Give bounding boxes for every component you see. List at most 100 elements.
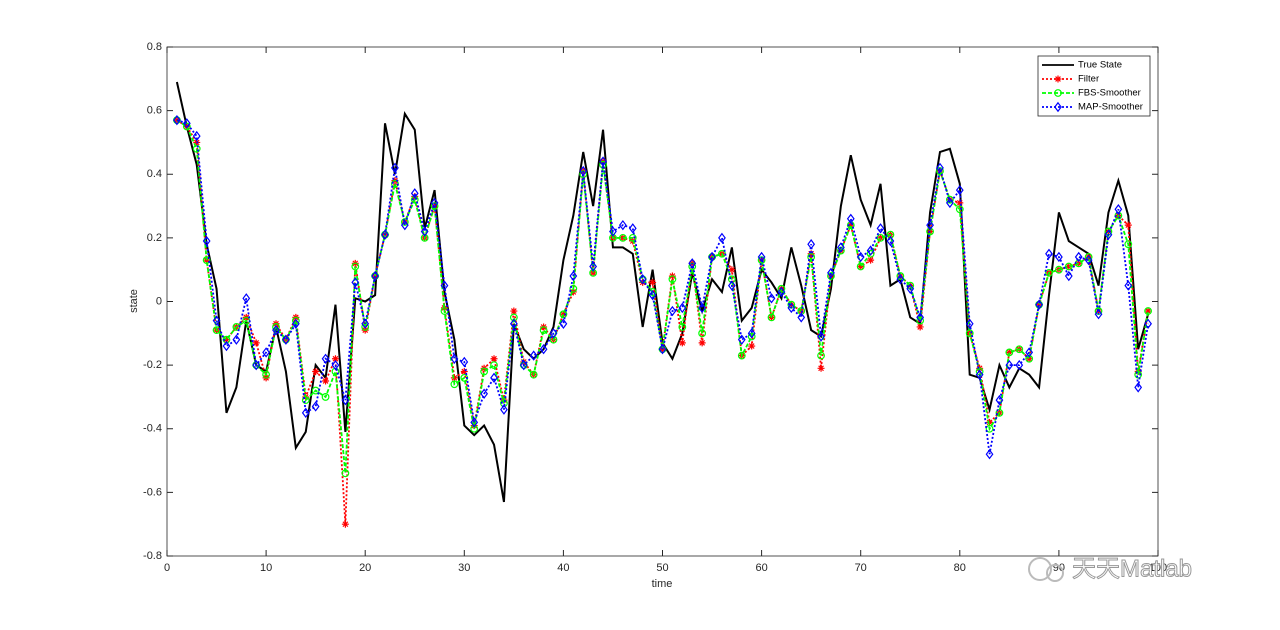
data-marker	[737, 351, 746, 360]
y-tick-label: -0.8	[143, 550, 162, 562]
data-marker	[559, 310, 567, 318]
data-marker	[856, 251, 865, 263]
data-marker	[1005, 359, 1014, 371]
data-marker	[936, 162, 944, 174]
legend-marker	[1054, 89, 1062, 97]
data-marker	[668, 305, 677, 317]
data-marker	[638, 274, 647, 285]
data-marker	[569, 270, 578, 282]
data-marker	[867, 256, 875, 264]
data-marker	[727, 280, 736, 291]
data-marker	[1124, 240, 1133, 249]
data-marker	[282, 334, 290, 345]
y-tick-label: 0.6	[147, 105, 162, 117]
data-marker	[321, 353, 330, 364]
data-marker	[192, 130, 201, 142]
data-marker	[1134, 382, 1143, 393]
data-marker	[490, 355, 498, 363]
data-marker	[678, 323, 687, 331]
data-marker	[192, 144, 201, 153]
data-marker	[1015, 359, 1024, 371]
data-marker	[916, 316, 925, 325]
data-marker	[995, 408, 1004, 417]
data-marker	[331, 359, 340, 371]
data-marker	[767, 313, 776, 322]
data-marker	[728, 266, 736, 274]
data-marker	[886, 235, 895, 247]
data-marker	[1084, 253, 1093, 261]
data-marker	[480, 367, 489, 376]
data-marker	[509, 313, 518, 322]
data-marker	[698, 329, 707, 338]
data-marker	[440, 307, 449, 315]
data-marker	[549, 335, 558, 344]
data-marker	[529, 370, 538, 379]
data-marker	[986, 418, 994, 426]
data-marker	[1065, 263, 1073, 271]
data-marker	[916, 323, 924, 331]
data-marker	[460, 367, 468, 375]
data-marker	[1025, 354, 1034, 363]
data-marker	[1015, 345, 1024, 354]
data-marker	[510, 307, 518, 315]
data-marker	[678, 302, 687, 314]
data-marker	[341, 394, 350, 406]
data-marker	[956, 199, 964, 207]
data-marker	[1035, 301, 1043, 309]
data-marker	[529, 350, 538, 361]
data-marker	[1144, 307, 1152, 315]
data-marker	[361, 318, 370, 329]
data-marker	[1025, 347, 1034, 358]
data-marker	[876, 223, 885, 234]
data-marker	[698, 339, 706, 347]
data-marker	[609, 233, 617, 242]
data-marker	[400, 218, 409, 226]
data-marker	[698, 302, 707, 314]
watermark-icon	[1028, 557, 1052, 581]
data-marker	[945, 197, 954, 209]
data-marker	[262, 347, 270, 358]
data-marker	[618, 233, 627, 242]
data-marker	[351, 277, 360, 288]
data-marker	[351, 262, 360, 271]
data-marker	[410, 188, 419, 199]
series-line	[176, 119, 1149, 525]
data-marker	[985, 424, 994, 433]
data-marker	[579, 165, 588, 177]
x-tick-label: 50	[656, 562, 668, 574]
data-marker	[718, 232, 726, 244]
data-marker	[777, 284, 786, 293]
data-marker	[450, 353, 459, 364]
data-marker	[965, 318, 974, 329]
data-marker	[1124, 280, 1133, 291]
data-marker	[886, 230, 895, 239]
data-marker	[322, 377, 330, 385]
legend-marker	[1054, 75, 1062, 83]
data-marker	[490, 372, 498, 384]
data-marker	[857, 263, 865, 271]
data-marker	[985, 449, 994, 460]
data-marker	[797, 307, 806, 315]
legend-label: FBS-Smoother	[1078, 88, 1141, 99]
data-marker	[381, 229, 389, 240]
data-marker	[391, 162, 399, 174]
data-marker	[311, 401, 320, 412]
data-marker	[807, 253, 816, 261]
data-marker	[1114, 204, 1123, 215]
data-marker	[1144, 318, 1152, 329]
data-marker	[291, 318, 300, 329]
data-marker	[906, 282, 914, 290]
data-marker	[430, 197, 439, 209]
data-marker	[341, 469, 350, 478]
data-marker	[787, 302, 796, 314]
x-tick-label: 40	[557, 562, 569, 574]
data-marker	[500, 404, 508, 415]
data-marker	[668, 275, 677, 284]
data-marker	[866, 249, 875, 258]
data-marker	[252, 359, 261, 371]
data-marker	[599, 156, 607, 167]
data-marker	[1054, 265, 1063, 274]
data-marker	[331, 355, 339, 363]
data-marker	[628, 233, 637, 242]
